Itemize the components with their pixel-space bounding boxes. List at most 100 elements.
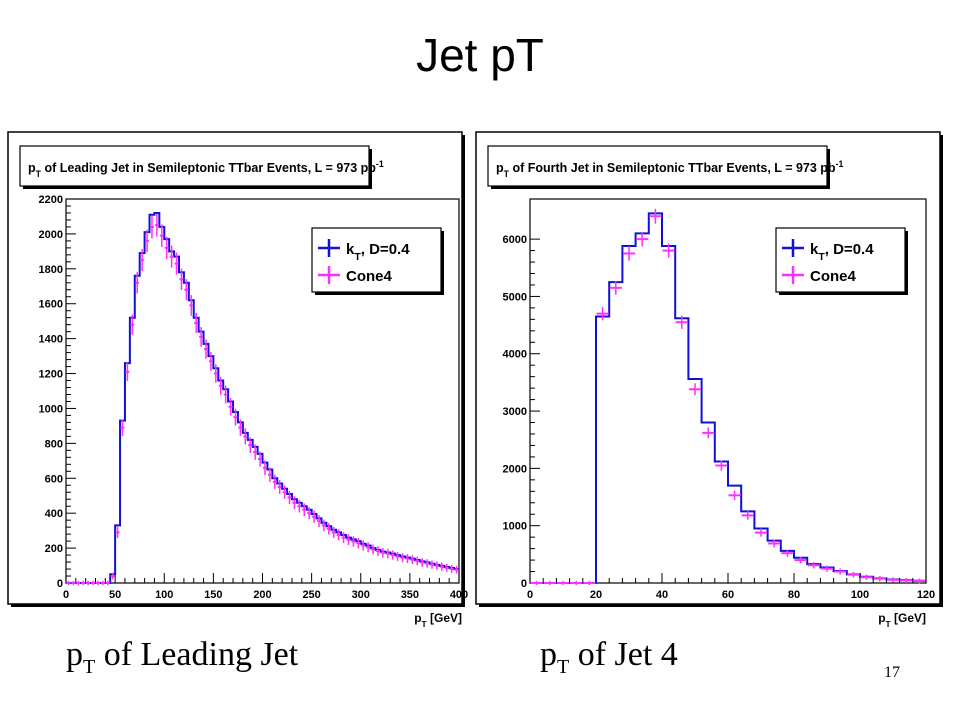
cone4-data-point [154,213,159,237]
cone4-data-point [145,229,150,253]
cone4-data-point [439,562,444,571]
cone4-data-point [140,249,145,272]
y-tick-label: 3000 [503,406,527,418]
text-part: p [28,161,36,175]
cone4-data-point [361,540,366,551]
text-part: p [414,611,421,625]
cone4-data-point [174,252,179,275]
legend-box [311,227,442,293]
text-part: T [36,169,42,179]
cone4-data-point [913,578,926,584]
caption-leading-jet: pT of Leading Jet [66,636,298,679]
cone4-data-point [169,245,174,268]
cone4-data-point [794,556,807,564]
cone4-data-point [415,556,420,566]
cone4-data-point [351,536,356,547]
cone4-data-point [768,539,781,548]
cone4-data-point [636,231,649,247]
cone4-data-point [213,364,218,383]
cone4-data-point [287,490,292,505]
cone4-data-point [184,279,189,301]
cone4-data-point [341,532,346,543]
cone4-data-point [321,519,326,532]
cone4-data-point [410,555,415,565]
x-tick-label: 100 [851,589,869,601]
cone4-data-point [395,551,400,562]
x-axis-label: pT [GeV] [878,611,926,629]
y-tick-label: 6000 [503,234,527,246]
cone4-data-point [91,580,96,586]
cone4-data-point [243,428,248,445]
cone4-data-point [297,499,302,513]
text-part: [GeV] [891,611,926,625]
caption-subscript: T [83,655,96,678]
cone4-data-point [208,351,213,371]
y-tick-label: 1000 [39,403,63,415]
y-tick-label: 2000 [503,463,527,475]
cone4-data-point [834,568,847,575]
cone4-data-point [900,577,913,583]
cone4-data-point [820,565,834,572]
x-tick-label: 80 [788,589,800,601]
y-tick-label: 2200 [39,194,63,206]
text-part: k [346,241,355,258]
y-tick-label: 2000 [39,229,63,241]
text-part: T [886,619,892,629]
cone4-data-point [331,526,336,538]
text-part: T [422,619,428,629]
cone4-data-point [741,511,754,520]
cone4-data-point [164,236,169,260]
y-tick-label: 400 [45,508,63,520]
cone4-data-point [702,427,715,439]
cone4-data-point [380,548,385,558]
cone4-data-point [262,460,267,476]
cone4-data-point [356,538,361,549]
cone4-data-point [847,571,860,578]
cone4-data-point [346,534,351,546]
chart-title: pT of Fourth Jet in Semileptonic TTbar E… [496,159,843,179]
cone4-data-point [135,272,140,294]
cone4-data-point [120,419,125,436]
cone4-data-point [425,559,430,568]
cone4-data-point [675,315,688,329]
x-tick-label: 350 [401,589,419,601]
y-tick-label: 5000 [503,291,527,303]
cone4-data-point [420,558,425,567]
text-part: of Leading Jet in Semileptonic TTbar Eve… [41,161,376,175]
cone4-data-point [662,243,675,258]
cone4-data-point [307,506,312,520]
cone4-data-point [238,419,243,436]
cone4-data-point [292,496,297,510]
x-tick-label: 200 [253,589,271,601]
cone4-data-point [194,312,199,334]
text-part: [GeV] [427,611,462,625]
cone4-data-point [159,224,164,247]
x-tick-label: 250 [302,589,320,601]
y-tick-label: 600 [45,473,63,485]
y-tick-label: 1400 [39,334,63,346]
cone4-data-point [149,215,154,239]
text-part: Cone4 [346,268,393,285]
kt-histogram-line [530,212,926,584]
cone4-data-point [277,480,282,494]
caption-text: of Jet 4 [569,636,678,673]
leading-jet-chart: pT of Leading Jet in Semileptonic TTbar … [7,131,468,629]
cone4-data-point [272,474,277,489]
cone4-data-point [429,560,434,569]
cone4-data-point [728,490,741,501]
text-part: p [878,611,885,625]
cone4-data-point [583,580,596,586]
cone4-data-point [233,408,238,426]
cone4-data-point [253,444,258,460]
y-tick-label: 0 [57,578,63,590]
x-tick-label: 50 [109,589,121,601]
cone4-data-point [312,510,317,523]
cone4-data-point [223,385,228,404]
cone4-data-point [649,208,662,224]
cone4-data-point [434,561,439,570]
cone4-data-point [375,546,380,556]
canvas-frame [475,131,941,605]
cone4-data-point [95,580,100,586]
cone4-data-point [530,580,543,586]
y-tick-label: 200 [45,543,63,555]
